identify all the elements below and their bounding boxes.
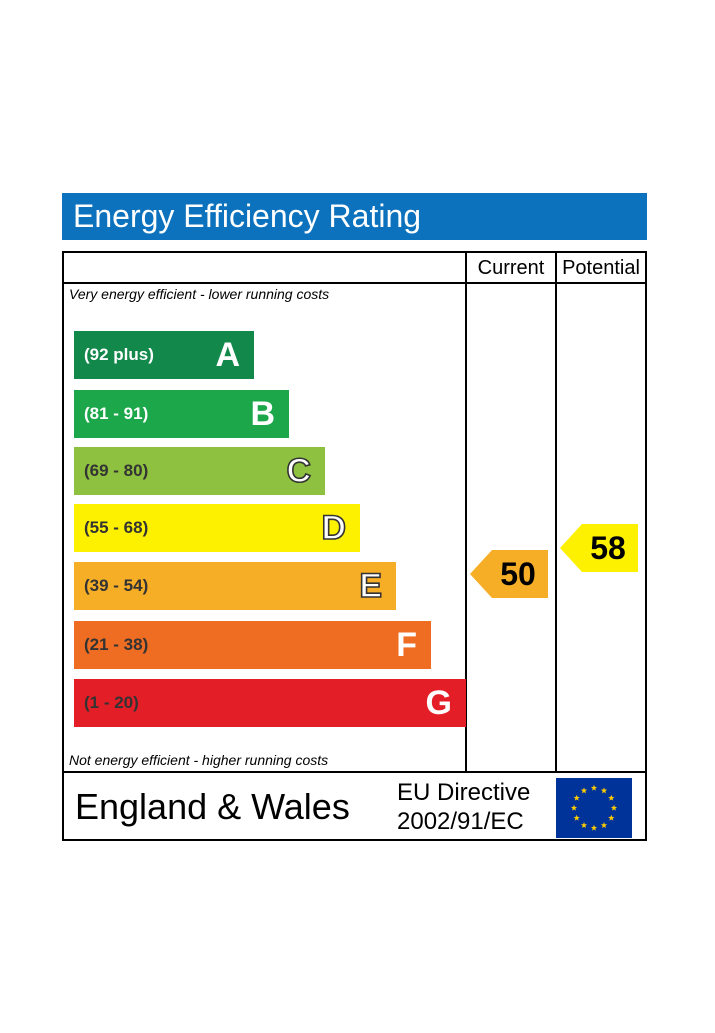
eu-flag-icon (556, 778, 632, 838)
footer-rule (62, 771, 647, 773)
divider-potential (555, 251, 557, 773)
flag-star (570, 804, 578, 811)
header-rule (62, 282, 647, 284)
band-d-letter: D (321, 508, 347, 548)
flag-star (590, 824, 598, 831)
band-e-range: (39 - 54) (84, 576, 149, 595)
band-a-letter: A (215, 336, 240, 374)
band-b: (81 - 91) B (74, 390, 289, 438)
band-e: (39 - 54) E (74, 562, 396, 610)
band-g: (1 - 20) G (74, 679, 466, 727)
band-d: (55 - 68) D (74, 504, 360, 552)
band-d-range: (55 - 68) (84, 518, 149, 537)
flag-star (600, 787, 608, 794)
band-b-letter: B (250, 395, 275, 433)
band-f: (21 - 38) F (74, 621, 431, 669)
band-g-letter: G (425, 684, 452, 722)
directive-line-2: 2002/91/EC (397, 808, 524, 835)
flag-star (573, 814, 580, 821)
flag-star (610, 804, 618, 811)
flag-star (580, 787, 588, 794)
region-label: England & Wales (75, 786, 350, 827)
flag-star (608, 814, 615, 821)
directive-line-1: EU Directive (397, 779, 531, 806)
flag-star (590, 784, 598, 791)
band-c-range: (69 - 80) (84, 461, 149, 480)
flag-star (580, 822, 588, 828)
divider-current (465, 251, 467, 773)
potential-rating-arrow: 58 (560, 523, 638, 572)
current-rating-value: 50 (500, 555, 536, 592)
band-e-letter: E (359, 566, 383, 606)
top-note: Very energy efficient - lower running co… (69, 286, 330, 302)
flag-star (608, 794, 615, 801)
band-b-range: (81 - 91) (84, 404, 149, 423)
band-a: (92 plus) A (74, 331, 254, 379)
flag-star (600, 822, 608, 828)
band-a-range: (92 plus) (84, 345, 154, 364)
column-potential-header: Potential (562, 257, 640, 279)
band-f-range: (21 - 38) (84, 635, 149, 654)
potential-rating-value: 58 (590, 529, 626, 566)
bottom-note: Not energy efficient - higher running co… (69, 752, 329, 768)
band-f-letter: F (396, 626, 417, 664)
chart-frame (62, 251, 647, 841)
current-arrow-shape (470, 549, 548, 598)
column-current-header: Current (477, 257, 545, 279)
potential-arrow-shape (560, 523, 638, 572)
band-c-letter: C (286, 451, 312, 491)
band-g-range: (1 - 20) (84, 693, 139, 712)
chart-title: Energy Efficiency Rating (62, 193, 647, 240)
flag-star (573, 794, 580, 801)
current-rating-arrow: 50 (470, 549, 548, 598)
band-c: (69 - 80) C (74, 447, 325, 495)
